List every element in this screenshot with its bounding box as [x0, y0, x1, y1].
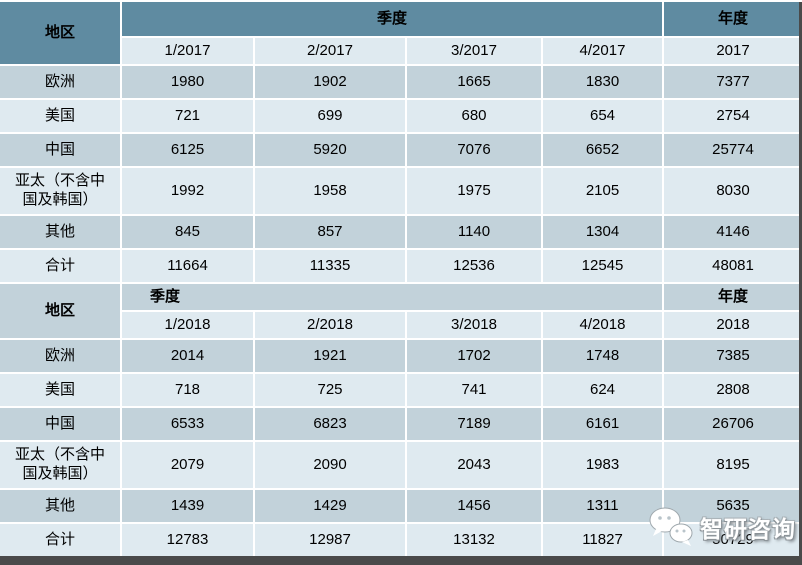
year-column-header: 年度	[664, 2, 802, 36]
value-cell: 699	[255, 100, 405, 132]
value-cell: 6652	[543, 134, 662, 166]
value-cell: 6823	[255, 408, 405, 440]
period-subheader-cell: 1/2018	[122, 312, 253, 338]
region-column-header: 地区	[0, 2, 120, 64]
value-cell: 11827	[543, 524, 662, 556]
quarter-group-header: 季度	[122, 2, 662, 36]
quarter-group-header: 季度	[122, 284, 662, 310]
value-cell: 7076	[407, 134, 541, 166]
region-label-cell: 其他	[0, 490, 120, 522]
value-cell: 1748	[543, 340, 662, 372]
value-cell: 1702	[407, 340, 541, 372]
value-cell: 1921	[255, 340, 405, 372]
period-subheader-cell: 4/2017	[543, 38, 662, 64]
value-cell: 12987	[255, 524, 405, 556]
value-cell: 4146	[664, 216, 802, 248]
value-cell: 6161	[543, 408, 662, 440]
period-subheader-cell: 2/2018	[255, 312, 405, 338]
value-cell: 857	[255, 216, 405, 248]
right-edge-line	[799, 2, 802, 556]
value-cell: 2043	[407, 442, 541, 488]
region-label-cell: 亚太（不含中国及韩国）	[0, 168, 120, 214]
value-cell: 1140	[407, 216, 541, 248]
region-column-header: 地区	[0, 284, 120, 338]
region-label-cell: 中国	[0, 408, 120, 440]
value-cell: 8030	[664, 168, 802, 214]
period-subheader-cell: 2018	[664, 312, 802, 338]
period-subheader-cell: 3/2018	[407, 312, 541, 338]
value-cell: 7377	[664, 66, 802, 98]
region-label-cell: 亚太（不含中国及韩国）	[0, 442, 120, 488]
value-cell: 50729	[664, 524, 802, 556]
value-cell: 1439	[122, 490, 253, 522]
region-label-cell: 合计	[0, 524, 120, 556]
value-cell: 2808	[664, 374, 802, 406]
value-cell: 1975	[407, 168, 541, 214]
value-cell: 5920	[255, 134, 405, 166]
value-cell: 12536	[407, 250, 541, 282]
value-cell: 624	[543, 374, 662, 406]
value-cell: 48081	[664, 250, 802, 282]
period-subheader-cell: 2/2017	[255, 38, 405, 64]
value-cell: 8195	[664, 442, 802, 488]
value-cell: 1830	[543, 66, 662, 98]
value-cell: 1980	[122, 66, 253, 98]
value-cell: 1456	[407, 490, 541, 522]
period-subheader-cell: 4/2018	[543, 312, 662, 338]
value-cell: 2079	[122, 442, 253, 488]
value-cell: 2105	[543, 168, 662, 214]
value-cell: 25774	[664, 134, 802, 166]
value-cell: 2090	[255, 442, 405, 488]
value-cell: 12783	[122, 524, 253, 556]
value-cell: 1983	[543, 442, 662, 488]
value-cell: 845	[122, 216, 253, 248]
value-cell: 6125	[122, 134, 253, 166]
value-cell: 718	[122, 374, 253, 406]
period-subheader-cell: 3/2017	[407, 38, 541, 64]
value-cell: 13132	[407, 524, 541, 556]
value-cell: 2754	[664, 100, 802, 132]
value-cell: 7189	[407, 408, 541, 440]
value-cell: 721	[122, 100, 253, 132]
value-cell: 1902	[255, 66, 405, 98]
period-subheader-cell: 1/2017	[122, 38, 253, 64]
period-subheader-cell: 2017	[664, 38, 802, 64]
value-cell: 26706	[664, 408, 802, 440]
value-cell: 5635	[664, 490, 802, 522]
region-label-cell: 欧洲	[0, 66, 120, 98]
value-cell: 2014	[122, 340, 253, 372]
value-cell: 1311	[543, 490, 662, 522]
region-label-cell: 合计	[0, 250, 120, 282]
region-label-cell: 美国	[0, 374, 120, 406]
value-cell: 6533	[122, 408, 253, 440]
value-cell: 741	[407, 374, 541, 406]
value-cell: 1665	[407, 66, 541, 98]
value-cell: 1304	[543, 216, 662, 248]
value-cell: 12545	[543, 250, 662, 282]
value-cell: 725	[255, 374, 405, 406]
year-column-header: 年度	[664, 284, 802, 310]
value-cell: 1429	[255, 490, 405, 522]
value-cell: 654	[543, 100, 662, 132]
region-label-cell: 美国	[0, 100, 120, 132]
value-cell: 680	[407, 100, 541, 132]
region-label-cell: 其他	[0, 216, 120, 248]
bottom-edge-bar	[0, 556, 802, 565]
value-cell: 1992	[122, 168, 253, 214]
value-cell: 7385	[664, 340, 802, 372]
region-label-cell: 欧洲	[0, 340, 120, 372]
value-cell: 11664	[122, 250, 253, 282]
value-cell: 11335	[255, 250, 405, 282]
value-cell: 1958	[255, 168, 405, 214]
region-label-cell: 中国	[0, 134, 120, 166]
